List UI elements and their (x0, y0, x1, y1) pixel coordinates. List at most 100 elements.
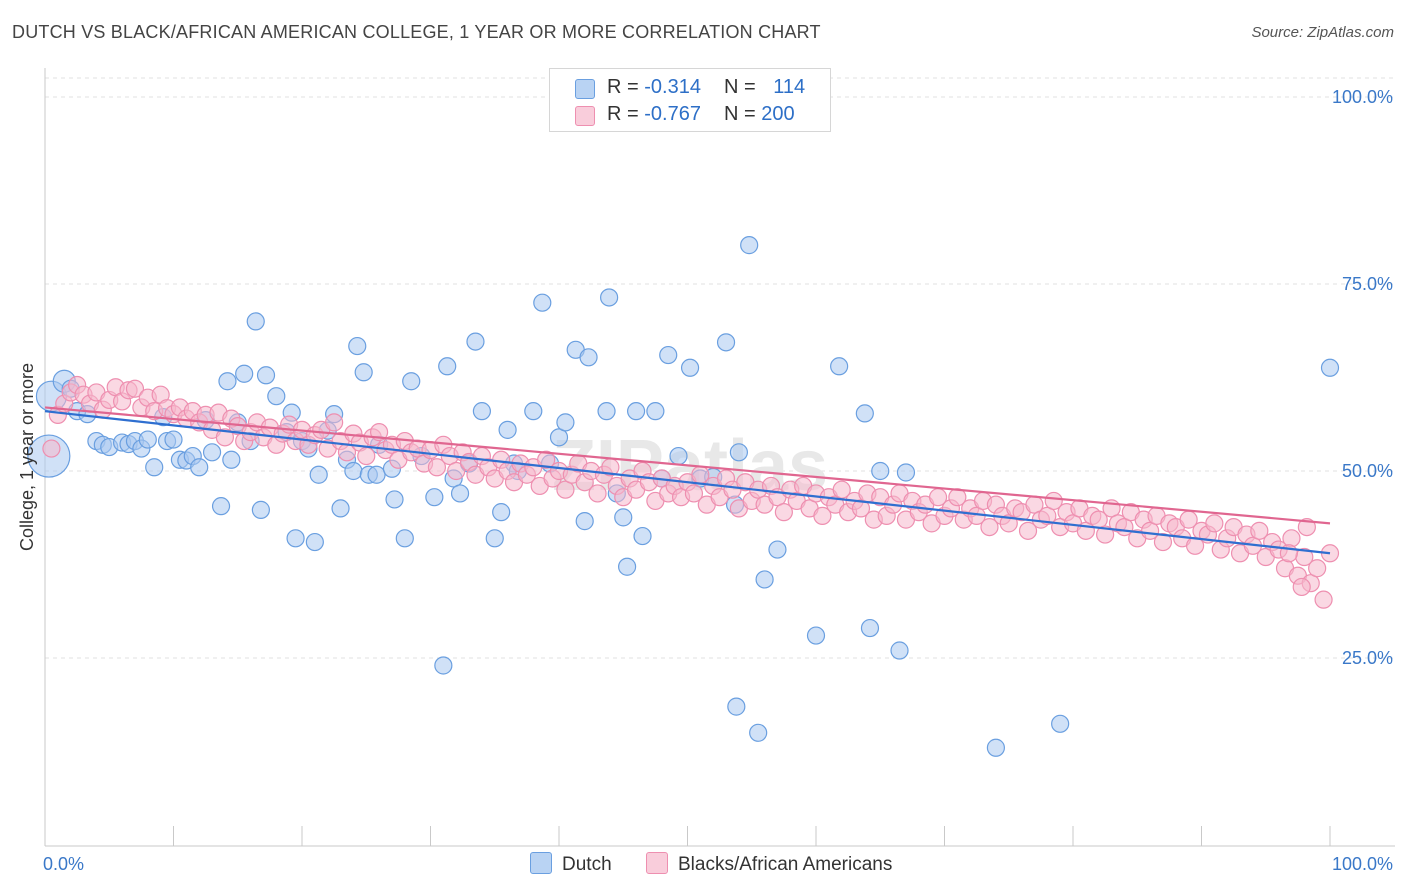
dutch-point (618, 557, 637, 576)
dutch-point (218, 372, 237, 391)
dutch-trend-line (44, 410, 1331, 555)
dutch-point (354, 363, 373, 382)
black-point (357, 446, 376, 466)
dutch-point (402, 372, 421, 391)
dutch-point (138, 430, 157, 449)
data-points (27, 236, 1340, 757)
dutch-point (309, 465, 328, 484)
dutch-point (1320, 358, 1340, 377)
dutch-point (348, 336, 367, 356)
dutch-point (395, 529, 414, 548)
dutch-point (434, 656, 453, 675)
y-axis-label: College, 1 year or more (17, 363, 37, 551)
black-point (1292, 577, 1311, 597)
black-point (1282, 529, 1301, 548)
dutch-point (669, 446, 688, 466)
r-value-black: -0.767 (644, 103, 701, 125)
n-value-dutch: 114 (773, 76, 806, 98)
dutch-point (579, 348, 598, 367)
black-point (684, 484, 704, 503)
bottom-legend-swatch-dutch (530, 852, 552, 874)
black-point (774, 503, 793, 522)
black-point (1140, 521, 1160, 540)
dutch-point (438, 357, 457, 376)
dutch-point (749, 723, 768, 742)
dutch-point (680, 358, 700, 377)
dutch-point (164, 430, 183, 449)
black-point (125, 379, 145, 398)
dutch-point (145, 458, 164, 477)
dutch-point (367, 465, 386, 484)
dutch-point (860, 618, 880, 638)
dutch-point (740, 236, 759, 255)
black-point (325, 413, 344, 432)
dutch-point (286, 529, 305, 548)
black-points (42, 375, 1340, 609)
dutch-point (600, 288, 619, 307)
dutch-point (755, 570, 774, 589)
dutch-point (450, 484, 470, 503)
axes (44, 68, 1395, 847)
dutch-point (871, 461, 890, 481)
n-value-black: 200 (761, 103, 795, 125)
dutch-point (222, 450, 241, 469)
dutch-point (597, 402, 616, 421)
black-point (1096, 525, 1115, 544)
dutch-point (896, 463, 916, 482)
dutch-point (556, 413, 575, 432)
dutch-point (549, 428, 569, 447)
dutch-point (211, 497, 231, 516)
black-point (980, 517, 999, 537)
black-point (851, 499, 871, 518)
dutch-point (806, 626, 826, 645)
legend-row-dutch: R = -0.314 N = 114 (550, 74, 830, 102)
dutch-point (202, 443, 222, 462)
dutch-point (235, 364, 254, 383)
dutch-point (485, 529, 504, 548)
dutch-point (729, 443, 749, 462)
dutch-point (466, 332, 485, 351)
bottom-legend-dutch: Dutch (530, 852, 612, 876)
black-point (588, 484, 607, 503)
dutch-point (633, 526, 652, 546)
source-label: Source: ZipAtlas.com (1251, 24, 1394, 41)
dutch-point (768, 540, 787, 559)
dutch-point (855, 404, 874, 423)
y-tick-label: 50.0% (1342, 461, 1393, 481)
black-point (1297, 517, 1316, 537)
dutch-point (659, 345, 678, 365)
dutch-point (986, 738, 1006, 757)
black-point (427, 458, 447, 477)
black-point (1044, 491, 1063, 511)
dutch-point (533, 293, 552, 312)
black-point (1308, 559, 1327, 578)
dutch-point (425, 488, 444, 507)
dutch-point (267, 387, 286, 406)
dutch-point (626, 402, 646, 421)
y-tick-label: 75.0% (1342, 274, 1393, 294)
dutch-point (305, 532, 324, 552)
dutch-point (890, 641, 909, 660)
chart-title: DUTCH VS BLACK/AFRICAN AMERICAN COLLEGE,… (12, 22, 821, 42)
dutch-point (498, 420, 517, 439)
bottom-legend-swatch-black (646, 852, 668, 874)
tick-labels: 25.0% 50.0% 75.0% 100.0% 0.0% 100.0% (43, 87, 1393, 874)
y-tick-label: 100.0% (1332, 87, 1393, 107)
black-point (1314, 590, 1333, 609)
trend-lines (44, 406, 1331, 555)
dutch-point (331, 499, 350, 518)
dutch-point (614, 508, 633, 527)
dutch-point (246, 312, 265, 331)
dutch-point (727, 697, 746, 716)
dutch-point (472, 402, 491, 421)
dutch-point (190, 458, 209, 477)
black-point (1018, 521, 1038, 540)
dutch-point (830, 357, 849, 376)
black-point (1205, 514, 1224, 533)
legend-swatch-dutch (575, 79, 595, 99)
dutch-point (492, 503, 511, 522)
black-point (537, 450, 556, 469)
dutch-point (646, 402, 665, 421)
y-tick-label: 25.0% (1342, 648, 1393, 668)
